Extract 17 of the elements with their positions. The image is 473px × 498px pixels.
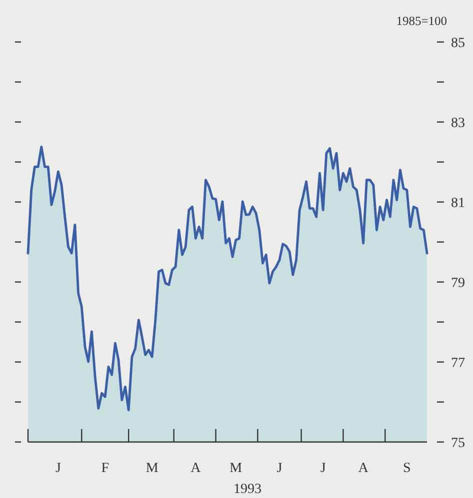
y-axis-title: 1985=100 <box>396 14 447 28</box>
x-tick-label: F <box>101 461 110 476</box>
x-tick-label: J <box>320 461 326 476</box>
x-tick-label: S <box>402 461 411 476</box>
x-tick-label: J <box>276 461 283 476</box>
y-tick-label: 83 <box>451 116 465 131</box>
y-tick-label: 85 <box>451 36 465 51</box>
x-tick-label: A <box>358 461 370 476</box>
y-tick-label: 77 <box>451 356 465 371</box>
y-tick-label: 75 <box>451 436 465 451</box>
y-tick-label: 81 <box>451 196 465 211</box>
x-tick-label: A <box>190 461 202 476</box>
x-tick-label: J <box>55 461 62 476</box>
y-tick-label: 79 <box>451 276 465 291</box>
x-tick-label: M <box>230 461 243 476</box>
x-tick-label: M <box>146 461 159 476</box>
x-axis-title: 1993 <box>234 482 262 497</box>
